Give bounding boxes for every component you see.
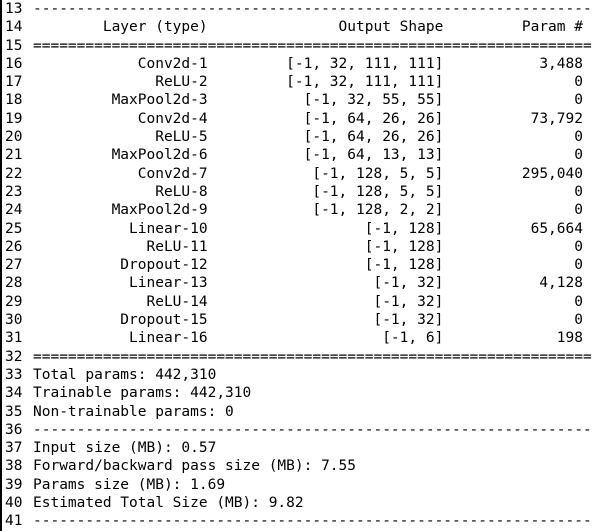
line-number: 23 (5, 183, 23, 200)
line-text: ReLU-11 [-1, 128] 0 (33, 238, 583, 255)
line-number: 26 (5, 238, 23, 255)
output-line: 29 ReLU-14 [-1, 32] 0 (2, 293, 600, 311)
line-number: 31 (5, 330, 23, 347)
line-number: 16 (5, 55, 23, 72)
line-text: Input size (MB): 0.57 (33, 440, 217, 457)
output-line: 18 MaxPool2d-3 [-1, 32, 55, 55] 0 (2, 91, 600, 109)
line-text: ReLU-8 [-1, 128, 5, 5] 0 (33, 183, 583, 200)
output-line: 31 Linear-16 [-1, 6] 198 (2, 329, 600, 347)
line-number: 38 (5, 458, 23, 475)
line-number: 25 (5, 220, 23, 237)
line-text: Total params: 442,310 (33, 366, 217, 383)
line-text: ========================================… (33, 37, 592, 54)
line-number: 29 (5, 293, 23, 310)
output-line: 32 ======================================… (2, 348, 600, 366)
output-line: 28 Linear-13 [-1, 32] 4,128 (2, 274, 600, 292)
output-line: 23 ReLU-8 [-1, 128, 5, 5] 0 (2, 183, 600, 201)
line-number: 35 (5, 403, 23, 420)
output-line: 26 ReLU-11 [-1, 128] 0 (2, 238, 600, 256)
line-number: 39 (5, 476, 23, 493)
line-text: Conv2d-1 [-1, 32, 111, 111] 3,488 (33, 55, 583, 72)
line-text: ReLU-14 [-1, 32] 0 (33, 293, 583, 310)
line-text: Layer (type) Output Shape Param # (33, 19, 583, 36)
output-line: 15 ======================================… (2, 37, 600, 55)
output-line: 38 Forward/backward pass size (MB): 7.55 (2, 457, 600, 475)
line-number: 15 (5, 37, 23, 54)
line-number: 20 (5, 129, 23, 146)
line-text: Conv2d-4 [-1, 64, 26, 26] 73,792 (33, 110, 583, 127)
line-text: Linear-16 [-1, 6] 198 (33, 330, 583, 347)
line-number: 41 (5, 513, 23, 530)
line-text: MaxPool2d-3 [-1, 32, 55, 55] 0 (33, 92, 583, 109)
line-number: 32 (5, 348, 23, 365)
line-text: Trainable params: 442,310 (33, 385, 252, 402)
line-number: 14 (5, 19, 23, 36)
line-text: Forward/backward pass size (MB): 7.55 (33, 458, 357, 475)
line-text: ----------------------------------------… (33, 421, 592, 438)
line-text: Non-trainable params: 0 (33, 403, 234, 420)
line-number: 40 (5, 495, 23, 512)
line-number: 22 (5, 165, 23, 182)
output-line: 20 ReLU-5 [-1, 64, 26, 26] 0 (2, 128, 600, 146)
line-number: 21 (5, 147, 23, 164)
line-text: ReLU-5 [-1, 64, 26, 26] 0 (33, 129, 583, 146)
line-number: 33 (5, 366, 23, 383)
output-line: 37 Input size (MB): 0.57 (2, 439, 600, 457)
line-text: Dropout-15 [-1, 32] 0 (33, 312, 583, 329)
line-text: ReLU-2 [-1, 32, 111, 111] 0 (33, 74, 583, 91)
output-line: 16 Conv2d-1 [-1, 32, 111, 111] 3,488 (2, 55, 600, 73)
output-line: 40 Estimated Total Size (MB): 9.82 (2, 494, 600, 512)
line-text: MaxPool2d-6 [-1, 64, 13, 13] 0 (33, 147, 583, 164)
output-line: 22 Conv2d-7 [-1, 128, 5, 5] 295,040 (2, 165, 600, 183)
line-number: 34 (5, 385, 23, 402)
output-line: 21 MaxPool2d-6 [-1, 64, 13, 13] 0 (2, 146, 600, 164)
output-line: 17 ReLU-2 [-1, 32, 111, 111] 0 (2, 73, 600, 91)
output-line: 27 Dropout-12 [-1, 128] 0 (2, 256, 600, 274)
output-line: 36 --------------------------------------… (2, 421, 600, 439)
line-text: Linear-13 [-1, 32] 4,128 (33, 275, 583, 292)
output-line: 41 --------------------------------------… (2, 512, 600, 530)
line-number: 17 (5, 74, 23, 91)
output-line: 30 Dropout-15 [-1, 32] 0 (2, 311, 600, 329)
line-number: 28 (5, 275, 23, 292)
output-line: 35 Non-trainable params: 0 (2, 403, 600, 421)
output-line: 33 Total params: 442,310 (2, 366, 600, 384)
line-number: 36 (5, 421, 23, 438)
line-text: Estimated Total Size (MB): 9.82 (33, 495, 304, 512)
line-number: 30 (5, 312, 23, 329)
output-line: 13 --------------------------------------… (2, 0, 600, 18)
line-number: 18 (5, 92, 23, 109)
output-line: 14 Layer (type) Output Shape Param # (2, 18, 600, 36)
line-text: Dropout-12 [-1, 128] 0 (33, 257, 583, 274)
line-number: 37 (5, 440, 23, 457)
output-line: 19 Conv2d-4 [-1, 64, 26, 26] 73,792 (2, 110, 600, 128)
line-text: Linear-10 [-1, 128] 65,664 (33, 220, 583, 237)
line-text: MaxPool2d-9 [-1, 128, 2, 2] 0 (33, 202, 583, 219)
line-text: Params size (MB): 1.69 (33, 476, 226, 493)
output-line: 24 MaxPool2d-9 [-1, 128, 2, 2] 0 (2, 201, 600, 219)
line-text: Conv2d-7 [-1, 128, 5, 5] 295,040 (33, 165, 583, 182)
output-line: 39 Params size (MB): 1.69 (2, 476, 600, 494)
line-text: ----------------------------------------… (33, 1, 592, 17)
line-number: 19 (5, 110, 23, 127)
line-number: 13 (5, 1, 23, 17)
line-number: 27 (5, 257, 23, 274)
output-line: 34 Trainable params: 442,310 (2, 384, 600, 402)
line-text: ========================================… (33, 348, 592, 365)
output-line: 25 Linear-10 [-1, 128] 65,664 (2, 220, 600, 238)
line-text: ----------------------------------------… (33, 513, 592, 530)
line-number: 24 (5, 202, 23, 219)
